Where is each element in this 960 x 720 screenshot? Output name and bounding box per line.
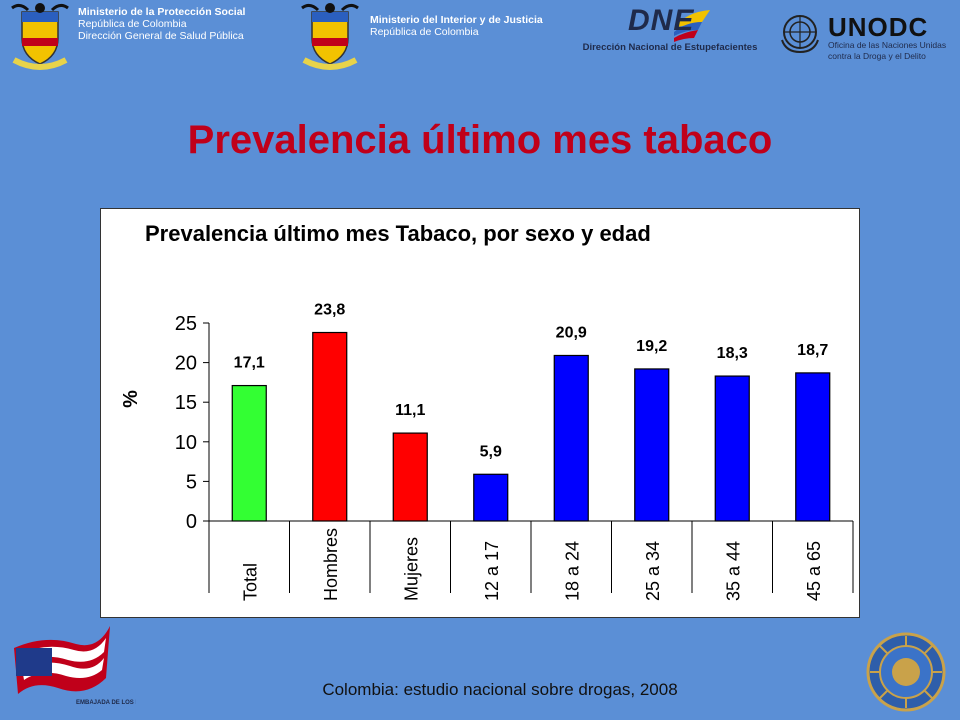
chart-panel: Prevalencia último mes Tabaco, por sexo … — [100, 208, 860, 618]
x-tick-label: Hombres — [321, 528, 341, 601]
ministerio-proteccion-block: Ministerio de la Protección Social Repúb… — [78, 6, 245, 42]
y-tick-label: 15 — [175, 392, 197, 414]
value-label: 17,1 — [234, 355, 265, 372]
dne-wordmark: DNE — [628, 4, 695, 37]
y-tick-label: 20 — [175, 353, 197, 375]
unodc-subtitle-line1: Oficina de las Naciones Unidas — [828, 40, 947, 50]
value-label: 11,1 — [395, 402, 425, 419]
bar-6 — [634, 368, 670, 522]
ministerio-interior-name: Ministerio del Interior y de Justicia — [370, 14, 543, 26]
bar-1 — [231, 384, 267, 522]
chart-title: Prevalencia último mes Tabaco, por sexo … — [145, 221, 651, 246]
x-tick-label: 25 a 34 — [643, 541, 663, 601]
unodc-subtitle-line2: contra la Droga y el Delito — [828, 51, 926, 61]
dne-subtitle: Dirección Nacional de Estupefacientes — [582, 42, 758, 53]
us-embassy-logo: EMBAJADA DE LOS ESTADOS UNIDOS — [14, 626, 136, 706]
un-emblem-icon — [781, 15, 819, 54]
republica-colombia-label-1: República de Colombia — [78, 18, 187, 30]
us-embassy-caption: EMBAJADA DE LOS ESTADOS UNIDOS — [76, 700, 136, 706]
x-tick-label: 35 a 44 — [723, 541, 743, 601]
x-tick-label: 18 a 24 — [562, 541, 582, 601]
bar-chart: 0 5 10 15 20 25% 17,1 Total 23,8 Hombres 11,1 Muje… — [120, 302, 854, 601]
unodc-subtitle: Oficina de las Naciones Unidas contra la… — [828, 40, 958, 62]
x-tick-label: 45 a 65 — [804, 541, 824, 601]
bar-3 — [392, 432, 428, 522]
value-label: 23,8 — [314, 302, 345, 319]
value-label: 20,9 — [556, 324, 587, 341]
direccion-salud-label: Dirección General de Salud Pública — [78, 30, 244, 42]
oas-seal-logo — [866, 632, 946, 712]
ministerio-interior-block: Ministerio del Interior y de Justicia Re… — [370, 14, 543, 38]
bar-4 — [473, 473, 509, 522]
dne-flag-icon — [674, 10, 710, 42]
dne-logo: DNE Dirección Nacional de Estupefaciente… — [572, 4, 768, 56]
colombia-crest-logo-2 — [301, 3, 359, 70]
republica-colombia-label-2: República de Colombia — [370, 26, 479, 38]
value-label: 18,7 — [797, 342, 828, 359]
bar-8 — [795, 372, 831, 522]
x-tick-label: Total — [240, 563, 260, 601]
footer-caption: Colombia: estudio nacional sobre drogas,… — [322, 680, 678, 699]
ministerio-proteccion-name: Ministerio de la Protección Social — [78, 6, 246, 18]
bar-2 — [312, 331, 348, 522]
x-tick-label: 12 a 17 — [482, 541, 502, 601]
y-axis-label: % — [120, 390, 142, 408]
y-tick-label: 5 — [186, 471, 197, 493]
value-label: 18,3 — [717, 345, 748, 362]
y-tick-label: 10 — [175, 432, 197, 454]
colombia-crest-logo-1 — [11, 3, 69, 70]
page-title: Prevalencia último mes tabaco — [187, 118, 773, 162]
unodc-wordmark: UNODC — [828, 12, 929, 42]
value-label: 5,9 — [480, 443, 502, 460]
bar-7 — [714, 375, 750, 522]
x-tick-label: Mujeres — [401, 537, 421, 601]
bar-5 — [553, 354, 589, 522]
y-tick-label: 25 — [175, 313, 197, 335]
y-tick-label: 0 — [186, 511, 197, 533]
value-label: 19,2 — [636, 338, 667, 355]
